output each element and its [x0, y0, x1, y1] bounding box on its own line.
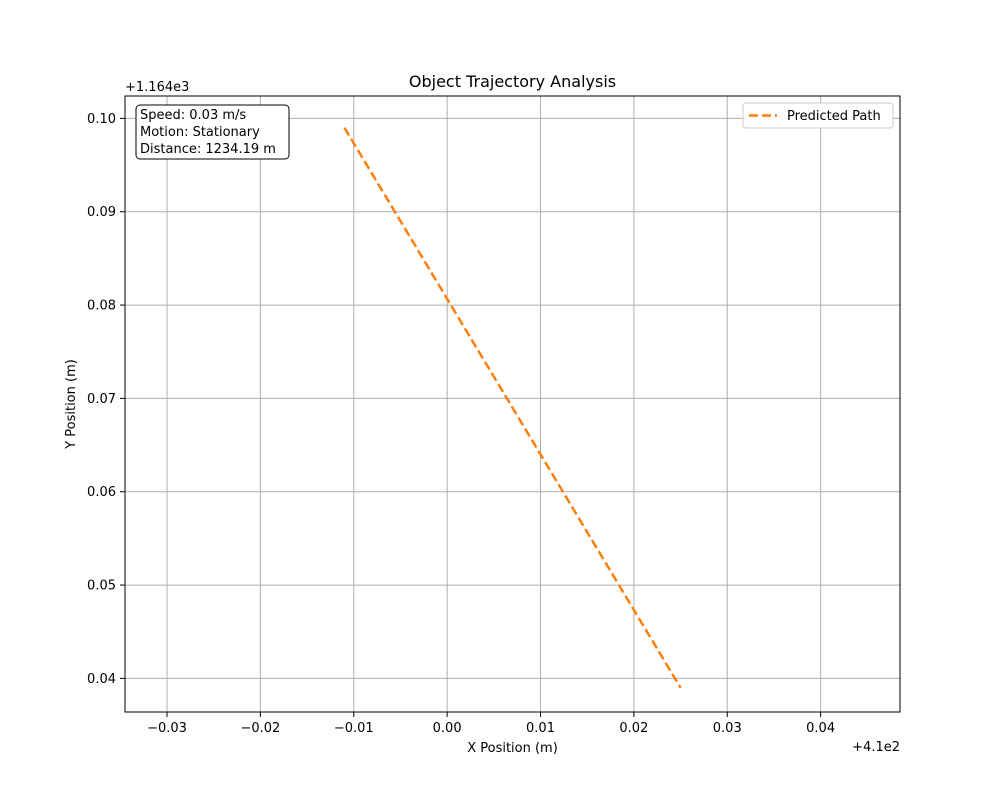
y-axis-offset-label: +1.164e3 — [125, 80, 189, 95]
x-tick-label: 0.01 — [526, 721, 555, 736]
y-tick-label: 0.07 — [87, 392, 116, 407]
x-axis-offset-label: +4.1e2 — [852, 740, 900, 755]
info-motion: Motion: Stationary — [140, 125, 260, 140]
x-axis-label: X Position (m) — [467, 741, 558, 756]
x-tick-label: −0.02 — [240, 721, 280, 736]
legend-label-predicted-path: Predicted Path — [787, 109, 881, 124]
info-box: Speed: 0.03 m/s Motion: Stationary Dista… — [135, 104, 290, 160]
y-tick-label: 0.08 — [87, 299, 116, 314]
info-speed: Speed: 0.03 m/s — [140, 108, 246, 123]
x-tick-label: −0.01 — [334, 721, 374, 736]
chart-title: Object Trajectory Analysis — [409, 72, 616, 91]
x-tick-label: 0.00 — [433, 721, 462, 736]
legend-frame — [742, 102, 894, 129]
x-tick-label: 0.02 — [619, 721, 648, 736]
y-axis-label: Y Position (m) — [64, 359, 79, 450]
x-tick-label: 0.03 — [713, 721, 742, 736]
y-tick-label: 0.05 — [87, 579, 116, 594]
info-distance: Distance: 1234.19 m — [140, 142, 276, 157]
legend: Predicted Path — [742, 102, 894, 129]
axis-ticks: −0.03 −0.02 −0.01 0.00 0.01 0.02 0.03 0.04 0.04 0… — [87, 112, 835, 736]
x-tick-label: −0.03 — [147, 721, 187, 736]
grid-lines — [125, 96, 900, 712]
y-tick-label: 0.09 — [87, 205, 116, 220]
series-line-predicted-path — [343, 127, 682, 689]
plot-frame — [124, 95, 901, 713]
y-tick-label: 0.10 — [87, 112, 116, 127]
x-tick-label: 0.04 — [806, 721, 835, 736]
info-box-frame — [135, 104, 290, 160]
y-tick-label: 0.06 — [87, 485, 116, 500]
y-tick-label: 0.04 — [87, 672, 116, 687]
series-layer — [343, 127, 682, 689]
